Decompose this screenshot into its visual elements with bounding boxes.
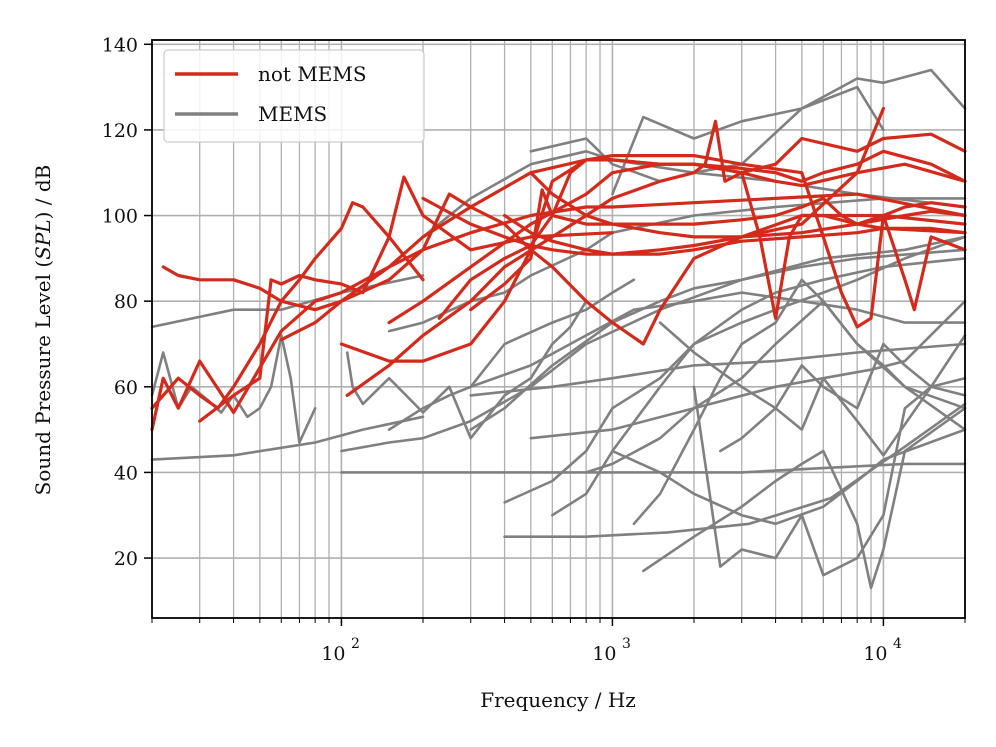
y-tick-label: 120	[102, 120, 138, 142]
x-tick-label-exponent: 3	[622, 636, 631, 652]
ticks	[144, 43, 966, 626]
legend: not MEMS MEMS	[163, 49, 425, 143]
series-line-mems	[340, 235, 967, 453]
series-line-not-mems	[421, 106, 885, 256]
series-line-mems	[719, 334, 967, 453]
y-tick-label: 60	[114, 377, 138, 399]
series-line-not-mems	[469, 188, 967, 312]
series-line-mems	[692, 376, 967, 577]
series-line-mems	[611, 428, 967, 526]
series-line-not-mems	[345, 119, 967, 397]
series-line-mems	[632, 278, 967, 526]
series-line-mems	[345, 299, 588, 440]
series-line-not-mems	[529, 171, 967, 239]
legend-label-mems: MEMS	[258, 102, 327, 126]
series-line-mems	[584, 299, 967, 474]
tick-labels: 20 40 60 80 100 120 140 10 2 10 3 10 4	[102, 34, 902, 665]
series-line-mems	[529, 299, 967, 440]
series-line-not-mems	[198, 175, 614, 423]
y-tick-label: 20	[114, 548, 138, 570]
series-line-mems	[150, 415, 425, 461]
series-line-mems	[469, 291, 967, 389]
series-line-mems	[551, 257, 967, 517]
series-line-mems	[503, 235, 967, 504]
series-line-not-mems	[339, 158, 967, 363]
series-line-mems	[150, 274, 425, 329]
x-tick-label: 10	[321, 643, 345, 665]
x-tick-label: 10	[592, 643, 616, 665]
y-tick-label: 40	[114, 462, 138, 484]
x-axis-label: Frequency / Hz	[480, 688, 636, 712]
series-line-not-mems	[503, 213, 967, 256]
series-line-not-mems	[150, 201, 425, 410]
x-tick-label-exponent: 2	[351, 636, 360, 652]
axes-frame	[151, 39, 966, 619]
y-axis-label: Sound Pressure Level (SPL) / dB	[31, 165, 55, 496]
y-tick-label: 80	[114, 291, 138, 313]
y-tick-label: 100	[102, 206, 138, 228]
y-axis-label-math: SPL	[31, 219, 55, 259]
series-line-mems	[658, 321, 967, 457]
plot-area	[150, 68, 967, 590]
series-line-mems	[503, 402, 967, 538]
legend-label-not-mems: not MEMS	[258, 62, 367, 86]
series-line-mems	[642, 406, 967, 590]
y-tick-label: 140	[102, 34, 138, 56]
series-line-not-mems	[161, 149, 967, 312]
y-axis-label-suffix: ) / dB	[31, 165, 55, 220]
x-tick-label: 10	[863, 643, 887, 665]
series-line-mems	[387, 278, 636, 431]
series-line-mems	[469, 342, 967, 397]
series-line-not-mems	[150, 192, 967, 432]
y-axis-label-prefix: Sound Pressure Level (	[31, 260, 55, 496]
x-tick-label-exponent: 4	[893, 636, 902, 652]
